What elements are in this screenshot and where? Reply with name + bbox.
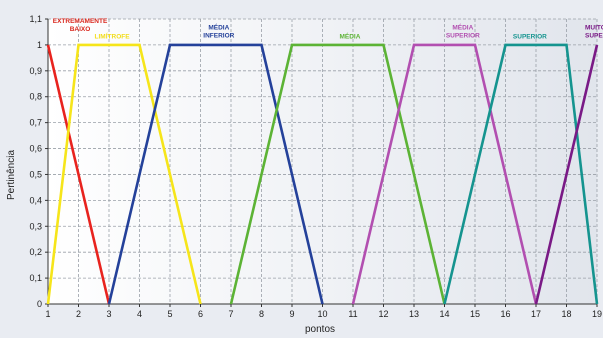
x-tick-label: 3 (106, 309, 111, 319)
x-tick-label: 6 (198, 309, 203, 319)
series-line-superior (443, 43, 599, 305)
x-tick-label: 11 (348, 309, 357, 319)
y-tick-labels: 0 0,1 0,2 0,3 0,4 0,5 0,6 0,7 0,8 0,9 1 1,1 (29, 14, 42, 309)
x-tick-label: 19 (592, 309, 602, 319)
y-tick-label: 0,1 (29, 273, 42, 283)
y-tick-label: 0,6 (29, 144, 42, 154)
series-line-muito-superior (534, 44, 599, 305)
y-tick-label: 1,1 (29, 14, 42, 24)
series-line-limitrofe (46, 43, 202, 305)
series-line-media-inferior (107, 43, 324, 305)
x-tick-label: 12 (378, 309, 388, 319)
y-axis-title: Pertinência (6, 150, 17, 200)
series-label-limitrofe: LIMÍTROFE (95, 31, 131, 40)
x-tick-label: 1 (45, 309, 50, 319)
x-tick-label: 9 (289, 309, 294, 319)
y-tick-label: 0,5 (29, 169, 42, 179)
x-axis-title: pontos (305, 324, 335, 335)
series-label-muito-superior: MUITO (585, 24, 603, 31)
y-tick-label: 0,8 (29, 92, 42, 102)
series-label-media-inferior: MÉDIA (208, 22, 229, 31)
y-tick-label: 0 (37, 299, 42, 309)
series-label-extremamente-baixo: BAIXO (70, 26, 91, 33)
x-tick-label: 13 (409, 309, 419, 319)
series-label-extremamente-baixo: EXTREMAMENTE (53, 18, 108, 25)
series-label-superior: SUPERIOR (513, 33, 547, 40)
x-tick-label: 5 (167, 309, 172, 319)
series-label-media-superior: SUPERIOR (446, 32, 480, 39)
x-tick-label: 4 (137, 309, 142, 319)
x-tick-label: 14 (439, 309, 449, 319)
x-tick-labels: 1 2 3 4 5 6 7 8 9 10 11 12 13 14 15 16 17 18 19 (45, 309, 602, 319)
x-tick-label: 16 (500, 309, 510, 319)
y-tick-label: 0,2 (29, 247, 42, 257)
series-label-media-superior: MÉDIA (452, 22, 473, 31)
series-line-media-superior (351, 43, 538, 305)
x-tick-label: 7 (228, 309, 233, 319)
series-lines (46, 43, 599, 305)
series-label-media: MÉDIA (339, 31, 360, 40)
series-line-media (229, 43, 446, 305)
y-tick-label: 0,7 (29, 118, 42, 128)
x-tick-label: 2 (76, 309, 81, 319)
series-label-media-inferior: INFERIOR (203, 32, 234, 39)
x-tick-label: 17 (531, 309, 541, 319)
y-tick-label: 0,9 (29, 66, 42, 76)
y-tick-label: 0,3 (29, 221, 42, 231)
x-tick-label: 18 (561, 309, 571, 319)
x-tick-label: 10 (317, 309, 327, 319)
series-line-extremamente-baixo (46, 44, 111, 305)
series-label-muito-superior: SUPERIOR (585, 32, 603, 39)
x-tick-label: 8 (259, 309, 264, 319)
x-tick-label: 15 (470, 309, 480, 319)
y-tick-label: 1 (37, 40, 42, 50)
y-tick-label: 0,4 (29, 195, 42, 205)
